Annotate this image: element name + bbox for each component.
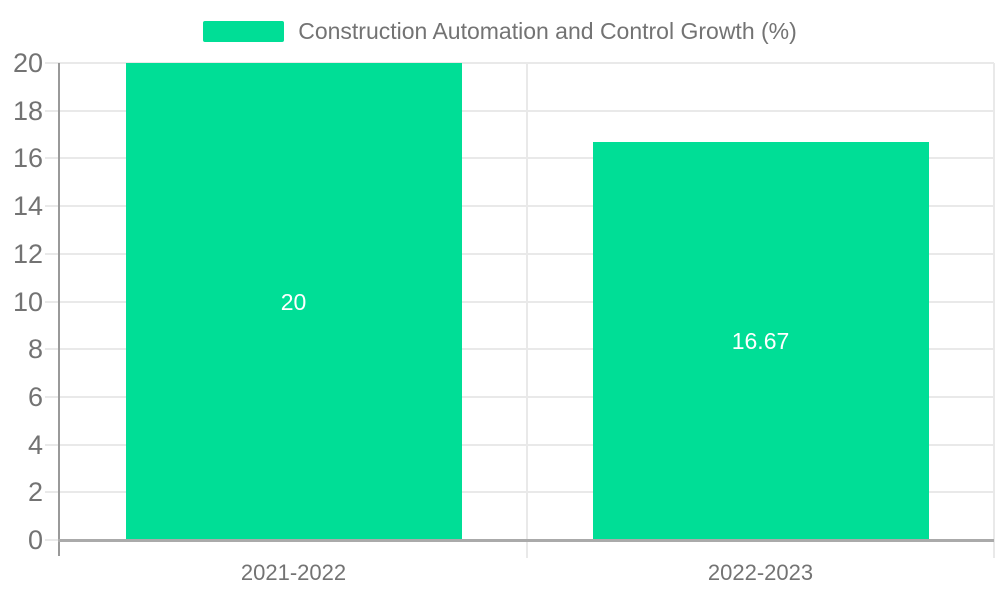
y-axis-line (58, 63, 60, 556)
y-axis-tick-label: 12 (12, 238, 43, 269)
y-gridline (45, 443, 994, 446)
y-axis-tick-label: 0 (27, 525, 43, 555)
x-axis-tick-label: 2022-2023 (707, 560, 814, 585)
x-axis-line (58, 539, 994, 542)
y-gridline (45, 300, 994, 303)
y-axis-tick-label: 20 (12, 48, 43, 78)
bar (125, 63, 462, 540)
x-axis-tick-label: 2021-2022 (240, 560, 347, 585)
y-gridline (45, 109, 994, 112)
bar (592, 142, 929, 540)
y-tick (45, 539, 60, 541)
y-axis-tick-label: 4 (27, 429, 43, 460)
y-gridline (45, 205, 994, 208)
legend-swatch (203, 21, 285, 43)
x-gridline (526, 63, 528, 558)
y-gridline (45, 491, 994, 494)
y-axis-tick-label: 6 (27, 381, 43, 412)
y-gridline (45, 348, 994, 351)
y-axis-tick-label: 16 (12, 143, 43, 174)
bar-value-label: 16.67 (731, 328, 790, 355)
x-gridline (993, 63, 995, 558)
y-axis-tick-label: 10 (12, 286, 43, 317)
chart-legend: Construction Automation and Control Grow… (0, 18, 1000, 46)
y-gridline (45, 62, 994, 64)
chart-title: Construction Automation and Control Grow… (298, 18, 797, 44)
y-gridline (45, 252, 994, 255)
y-axis-tick-label: 8 (27, 334, 43, 365)
y-gridline (45, 157, 994, 160)
y-axis-tick-label: 18 (12, 95, 43, 126)
y-axis-tick-label: 14 (12, 191, 43, 222)
bar-value-label: 20 (280, 288, 307, 315)
legend-item[interactable]: Construction Automation and Control Grow… (203, 18, 797, 46)
y-gridline (45, 395, 994, 398)
y-axis-tick-label: 2 (27, 477, 43, 508)
